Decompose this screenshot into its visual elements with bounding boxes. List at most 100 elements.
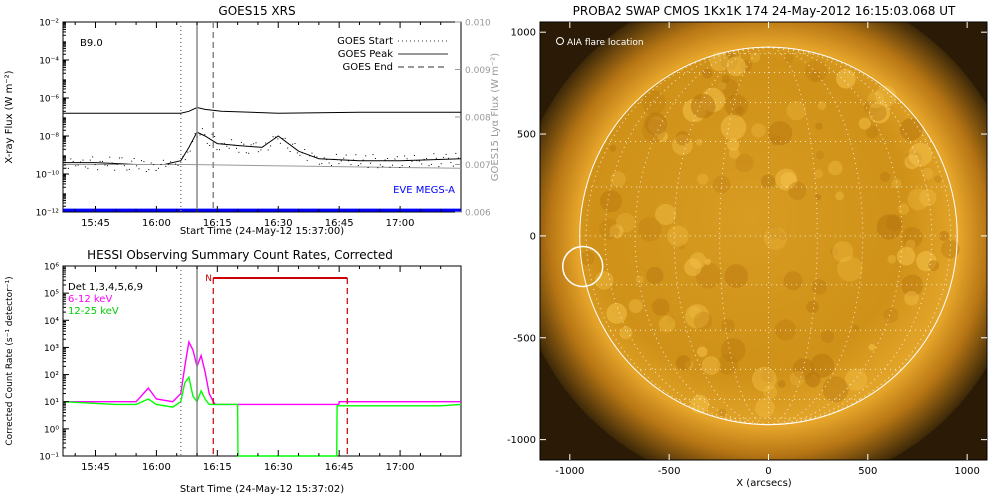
goes-data-point	[104, 164, 106, 166]
bright-region	[780, 172, 797, 189]
goes-data-point	[206, 142, 208, 144]
goes-data-point	[382, 165, 384, 167]
goes-data-point	[392, 164, 393, 166]
bright-region	[718, 82, 727, 90]
bright-region	[858, 117, 871, 130]
dark-region	[784, 53, 794, 64]
goes-data-point	[109, 156, 111, 158]
bright-region	[688, 305, 702, 319]
dark-region	[901, 226, 923, 248]
y-tick-label: 10⁻¹	[39, 453, 59, 463]
bright-region	[655, 203, 677, 226]
goes-data-point	[284, 137, 286, 139]
flare-location-marker	[561, 245, 604, 288]
dark-region	[724, 264, 748, 288]
bright-region	[814, 169, 824, 179]
series-6-12-kev	[63, 339, 461, 406]
series-12-25-kev	[62, 375, 462, 457]
goes-data-point	[136, 165, 138, 167]
bright-region	[905, 239, 916, 250]
flag-label: N	[205, 274, 212, 284]
bright-region	[921, 168, 934, 180]
bright-region	[701, 356, 721, 375]
goes-data-point	[389, 166, 391, 168]
goes-data-point	[362, 159, 364, 161]
goes-data-point	[394, 158, 396, 160]
goes-data-point	[221, 143, 223, 144]
y-tick-label: 10²	[44, 371, 59, 381]
bright-region	[897, 203, 910, 215]
goes-data-point	[99, 160, 101, 162]
bright-region	[817, 101, 827, 110]
goes-data-point	[114, 169, 116, 171]
goes-data-point	[209, 145, 211, 146]
bright-region	[720, 114, 747, 141]
swap-frame	[539, 21, 988, 461]
bright-region	[907, 188, 930, 211]
hessi-event-lines	[180, 266, 198, 456]
dark-region	[810, 70, 821, 82]
goes-data-point	[121, 157, 123, 159]
x-tick-label: 16:45	[325, 462, 354, 473]
x-tick-label: 16:00	[142, 462, 171, 473]
bright-region	[615, 212, 636, 233]
goes-data-point	[343, 157, 345, 159]
bright-region	[904, 291, 919, 306]
y2-tick-label: 0.006	[465, 209, 491, 219]
x-tick-label: 500	[858, 466, 877, 477]
dark-region	[718, 78, 739, 99]
goes-event-lines	[180, 22, 215, 212]
goes-data-point	[457, 157, 459, 159]
goes-data-point	[245, 152, 247, 154]
goes-data-point	[72, 160, 74, 162]
goes-data-point	[160, 164, 162, 165]
dark-region	[939, 230, 950, 242]
x-tick-label: 17:00	[386, 218, 415, 229]
goes-ylabel-right: GOES15 Lyα Flux (W m⁻²)	[490, 53, 501, 181]
goes-data-point	[404, 155, 406, 157]
flare-annotation: AIA flare location	[567, 38, 644, 48]
y-tick-label: 10³	[44, 344, 59, 354]
x-tick-label: 16:30	[264, 462, 293, 473]
goes-y2-ticks: 0.006 0.007 0.008 0.009 0.010	[455, 19, 491, 219]
goes-data-point	[119, 157, 120, 159]
goes-data-point	[189, 150, 191, 152]
goes-data-point	[165, 165, 167, 167]
y-tick-label: 10⁻¹⁰	[36, 171, 60, 181]
bright-region	[887, 254, 897, 264]
goes-data-point	[292, 143, 294, 145]
goes-data-point	[455, 152, 457, 154]
goes-data-point	[433, 153, 435, 155]
goes-series	[63, 106, 462, 212]
dark-region	[598, 218, 620, 240]
y-tick-label: 10⁰	[44, 425, 59, 435]
goes-data-point	[253, 143, 255, 145]
y-tick-label: 10⁻⁴	[39, 57, 59, 67]
goes-data-point	[270, 145, 272, 147]
goes-data-point	[411, 160, 413, 162]
goes-data-point	[211, 133, 213, 135]
y2-tick-label: 0.008	[465, 114, 491, 124]
dark-region	[767, 225, 782, 240]
bright-region	[836, 69, 856, 89]
goes-data-point	[450, 162, 452, 163]
goes-data-point	[231, 139, 233, 141]
goes-data-point	[158, 167, 159, 169]
x-tick-label: 0	[765, 466, 771, 477]
x-tick-label: -1000	[555, 466, 584, 477]
goes-data-point	[84, 166, 86, 168]
y-tick-label: 500	[517, 130, 536, 141]
goes-data-point	[289, 151, 291, 152]
goes-data-point	[89, 159, 91, 161]
goes-data-point	[370, 162, 371, 164]
x-tick-label: 15:45	[81, 462, 110, 473]
goes-data-point	[345, 154, 347, 156]
goes-data-point	[128, 168, 130, 170]
dark-region	[693, 311, 713, 331]
annotation-circle-icon	[556, 37, 564, 45]
goes-data-point	[277, 138, 279, 140]
goes-data-point	[106, 165, 108, 167]
goes-data-point	[438, 166, 440, 168]
bright-region	[875, 85, 897, 107]
legend-goes-start: GOES Start	[337, 36, 393, 47]
